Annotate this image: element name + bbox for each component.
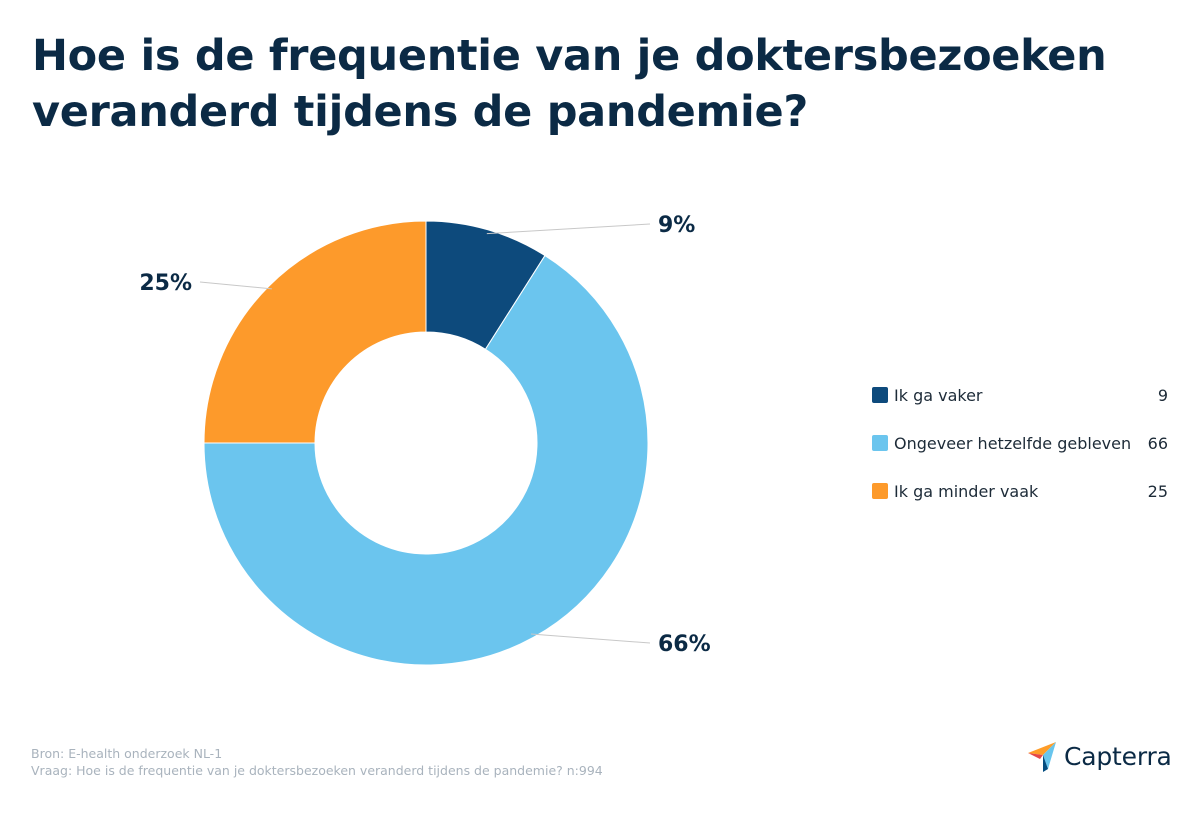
capterra-logo-icon: [1028, 742, 1056, 772]
capterra-logo[interactable]: Capterra: [1026, 738, 1172, 774]
legend-swatch-vaker: [872, 387, 888, 403]
leader-line-1: [486, 223, 651, 235]
leader-line-3: [199, 281, 272, 290]
logo-text: Capterra: [1064, 741, 1172, 771]
footer-source: Bron: E-health onderzoek NL-1: [31, 746, 223, 761]
legend-label-minder: Ik ga minder vaak: [894, 481, 1039, 501]
legend-label-vaker: Ik ga vaker: [894, 385, 983, 405]
legend-item-vaker[interactable]: Ik ga vaker 9: [872, 382, 1168, 408]
legend-value-hetzelfde: 66: [1147, 433, 1168, 453]
chart-title: Hoe is de frequentie van je doktersbezoe…: [32, 31, 1107, 137]
legend-item-hetzelfde[interactable]: Ongeveer hetzelfde gebleven 66: [872, 430, 1168, 456]
slice-minder[interactable]: [203, 220, 427, 444]
data-label-minder: 25%: [139, 271, 192, 296]
legend-swatch-hetzelfde: [872, 435, 888, 451]
legend-value-vaker: 9: [1157, 385, 1168, 405]
footer-question: Vraag: Hoe is de frequentie van je dokte…: [31, 763, 603, 778]
legend-item-minder[interactable]: Ik ga minder vaak 25: [872, 478, 1168, 504]
legend-label-hetzelfde: Ongeveer hetzelfde gebleven: [894, 433, 1132, 453]
leader-line-2: [530, 633, 651, 644]
slice-hetzelfde[interactable]: [203, 254, 649, 666]
chart-legend: Ik ga vaker 9 Ongeveer hetzelfde gebleve…: [872, 382, 1168, 526]
legend-swatch-minder: [872, 483, 888, 499]
chart-footer: Bron: E-health onderzoek NL-1 Vraag: Hoe…: [31, 745, 603, 779]
legend-value-minder: 25: [1147, 481, 1168, 501]
data-label-vaker: 9%: [658, 213, 695, 238]
donut-chart: 9% 66% 25%: [139, 213, 711, 666]
data-label-hetzelfde: 66%: [658, 632, 711, 657]
